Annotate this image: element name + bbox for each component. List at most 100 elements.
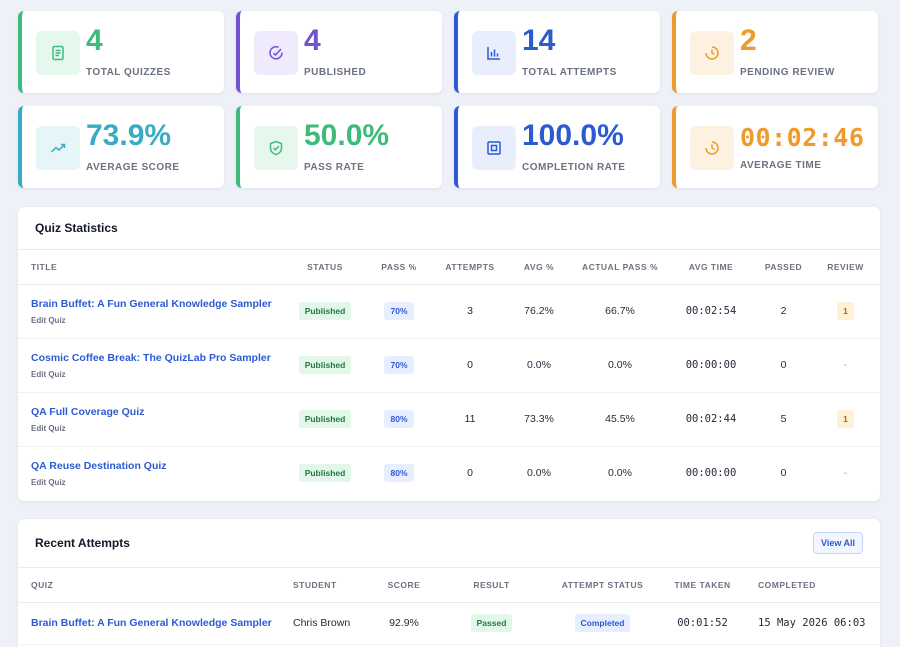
quiz-statistics-panel: Quiz Statistics TITLE STATUS PASS % ATTE… xyxy=(18,207,880,501)
passed-cell: 5 xyxy=(756,392,811,447)
column-header[interactable]: ACTUAL PASS % xyxy=(574,250,666,285)
table-row: QA Reuse Destination Quiz Edit Quiz Publ… xyxy=(18,446,880,500)
pass-cell: 70% xyxy=(362,338,436,393)
column-header[interactable]: QUIZ xyxy=(18,568,280,603)
panel-header: Quiz Statistics xyxy=(18,207,880,250)
passed-cell: 0 xyxy=(756,338,811,393)
status-badge: Published xyxy=(298,356,352,374)
column-header[interactable]: TITLE xyxy=(18,250,288,285)
stat-label: AVERAGE TIME xyxy=(740,160,822,171)
edit-quiz-link[interactable]: Edit Quiz xyxy=(31,423,66,433)
attempts-cell: 3 xyxy=(436,284,504,339)
stat-label: TOTAL QUIZZES xyxy=(86,67,171,78)
edit-quiz-link[interactable]: Edit Quiz xyxy=(31,477,66,487)
review-cell: 1 xyxy=(811,392,880,447)
column-header[interactable]: STUDENT xyxy=(280,568,370,603)
column-header[interactable]: PASS % xyxy=(362,250,436,285)
avg-time-cell: 00:00:00 xyxy=(666,338,756,393)
quiz-title-link[interactable]: Cosmic Coffee Break: The QuizLab Pro Sam… xyxy=(31,351,271,364)
column-header[interactable]: RESULT xyxy=(438,568,545,603)
title-cell: QA Full Coverage Quiz Edit Quiz xyxy=(18,392,288,447)
attempts-cell: 0 xyxy=(467,467,473,480)
attempts-cell: 11 xyxy=(436,392,504,447)
table-row: Cosmic Coffee Break: The QuizLab Pro Sam… xyxy=(18,338,880,393)
review-count-badge[interactable]: 1 xyxy=(837,410,854,428)
bar-chart-icon xyxy=(472,31,516,75)
panel-header: Recent Attempts View All xyxy=(18,519,880,568)
stat-label: AVERAGE SCORE xyxy=(86,162,180,173)
stat-value: 73.9% xyxy=(86,119,172,152)
result-cell: Passed xyxy=(438,602,545,645)
result-badge: Passed xyxy=(470,614,513,632)
stat-card-total-attempts: 14 TOTAL ATTEMPTS xyxy=(454,11,660,93)
student-cell: Chris Brown xyxy=(280,602,370,645)
column-header[interactable]: STATUS xyxy=(288,250,362,285)
avg-time-cell: 00:00:00 xyxy=(685,467,737,480)
stat-value: 14 xyxy=(522,24,556,57)
avg-cell: 73.3% xyxy=(504,392,574,447)
table-row: Brain Buffet: A Fun General Knowledge Sa… xyxy=(18,284,880,339)
attempt-status-cell: Completed xyxy=(545,602,660,645)
edit-quiz-link[interactable]: Edit Quiz xyxy=(31,315,66,325)
actual-pass-cell: 66.7% xyxy=(574,284,666,339)
score-cell: 92.9% xyxy=(370,602,438,645)
clock-icon xyxy=(690,31,734,75)
column-header[interactable]: TIME TAKEN xyxy=(660,568,745,603)
column-header[interactable]: SCORE xyxy=(370,568,438,603)
stat-value: 2 xyxy=(740,24,757,57)
table-header-row: TITLE STATUS PASS % ATTEMPTS AVG % ACTUA… xyxy=(18,250,880,285)
check-circle-icon xyxy=(254,31,298,75)
quiz-title-link[interactable]: QA Reuse Destination Quiz xyxy=(31,459,167,472)
title-cell: Cosmic Coffee Break: The QuizLab Pro Sam… xyxy=(18,338,288,393)
quiz-title-link[interactable]: QA Full Coverage Quiz xyxy=(31,405,145,418)
avg-cell: 76.2% xyxy=(504,284,574,339)
review-count-badge[interactable]: 1 xyxy=(837,302,854,320)
status-badge: Published xyxy=(298,410,352,428)
quiz-statistics-table: TITLE STATUS PASS % ATTEMPTS AVG % ACTUA… xyxy=(18,250,880,500)
pass-cell: 70% xyxy=(362,284,436,339)
stat-label: COMPLETION RATE xyxy=(522,162,626,173)
view-all-button[interactable]: View All xyxy=(812,532,863,554)
avg-time-cell: 00:02:54 xyxy=(666,284,756,339)
column-header[interactable]: COMPLETED xyxy=(745,568,880,603)
pass-percent-badge: 70% xyxy=(384,302,414,320)
column-header[interactable]: AVG TIME xyxy=(666,250,756,285)
stat-card-average-time: 00:02:46 AVERAGE TIME xyxy=(672,106,878,188)
table-row: Brain Buffet: A Fun General Knowledge Sa… xyxy=(18,602,880,645)
clock-icon xyxy=(690,126,734,170)
quiz-title-link[interactable]: Brain Buffet: A Fun General Knowledge Sa… xyxy=(31,617,272,629)
title-cell: QA Reuse Destination Quiz Edit Quiz xyxy=(18,446,288,500)
stat-card-completion-rate: 100.0% COMPLETION RATE xyxy=(454,106,660,188)
panel-title: Quiz Statistics xyxy=(35,221,118,235)
quiz-title-link[interactable]: Brain Buffet: A Fun General Knowledge Sa… xyxy=(31,297,272,310)
status-badge: Published xyxy=(298,464,352,483)
stat-card-published: 4 PUBLISHED xyxy=(236,11,442,93)
pass-percent-badge: 70% xyxy=(384,356,414,374)
attempts-cell: 0 xyxy=(436,338,504,393)
pass-cell: 80% xyxy=(362,446,436,500)
avg-cell: 0.0% xyxy=(504,338,574,393)
edit-quiz-link[interactable]: Edit Quiz xyxy=(31,369,66,379)
table-header-row: QUIZ STUDENT SCORE RESULT ATTEMPT STATUS… xyxy=(18,568,880,603)
stat-label: TOTAL ATTEMPTS xyxy=(522,67,617,78)
column-header[interactable]: AVG % xyxy=(504,250,574,285)
actual-pass-cell: 45.5% xyxy=(574,392,666,447)
status-cell: Published xyxy=(288,284,362,339)
panel-title: Recent Attempts xyxy=(35,536,130,550)
actual-pass-cell: 0.0% xyxy=(608,467,632,480)
target-square-icon xyxy=(472,126,516,170)
stat-label: PASS RATE xyxy=(304,162,365,173)
actual-pass-cell: 0.0% xyxy=(574,338,666,393)
stat-card-pass-rate: 50.0% PASS RATE xyxy=(236,106,442,188)
stat-value: 50.0% xyxy=(304,119,390,152)
stat-label: PUBLISHED xyxy=(304,67,367,78)
column-header[interactable]: ATTEMPT STATUS xyxy=(545,568,660,603)
column-header[interactable]: PASSED xyxy=(756,250,811,285)
pass-cell: 80% xyxy=(362,392,436,447)
attempt-status-badge: Completed xyxy=(574,614,631,632)
stat-card-average-score: 73.9% AVERAGE SCORE xyxy=(18,106,224,188)
column-header[interactable]: REVIEW xyxy=(811,250,880,285)
stat-value: 4 xyxy=(86,24,103,57)
avg-time-cell: 00:02:44 xyxy=(666,392,756,447)
column-header[interactable]: ATTEMPTS xyxy=(436,250,504,285)
